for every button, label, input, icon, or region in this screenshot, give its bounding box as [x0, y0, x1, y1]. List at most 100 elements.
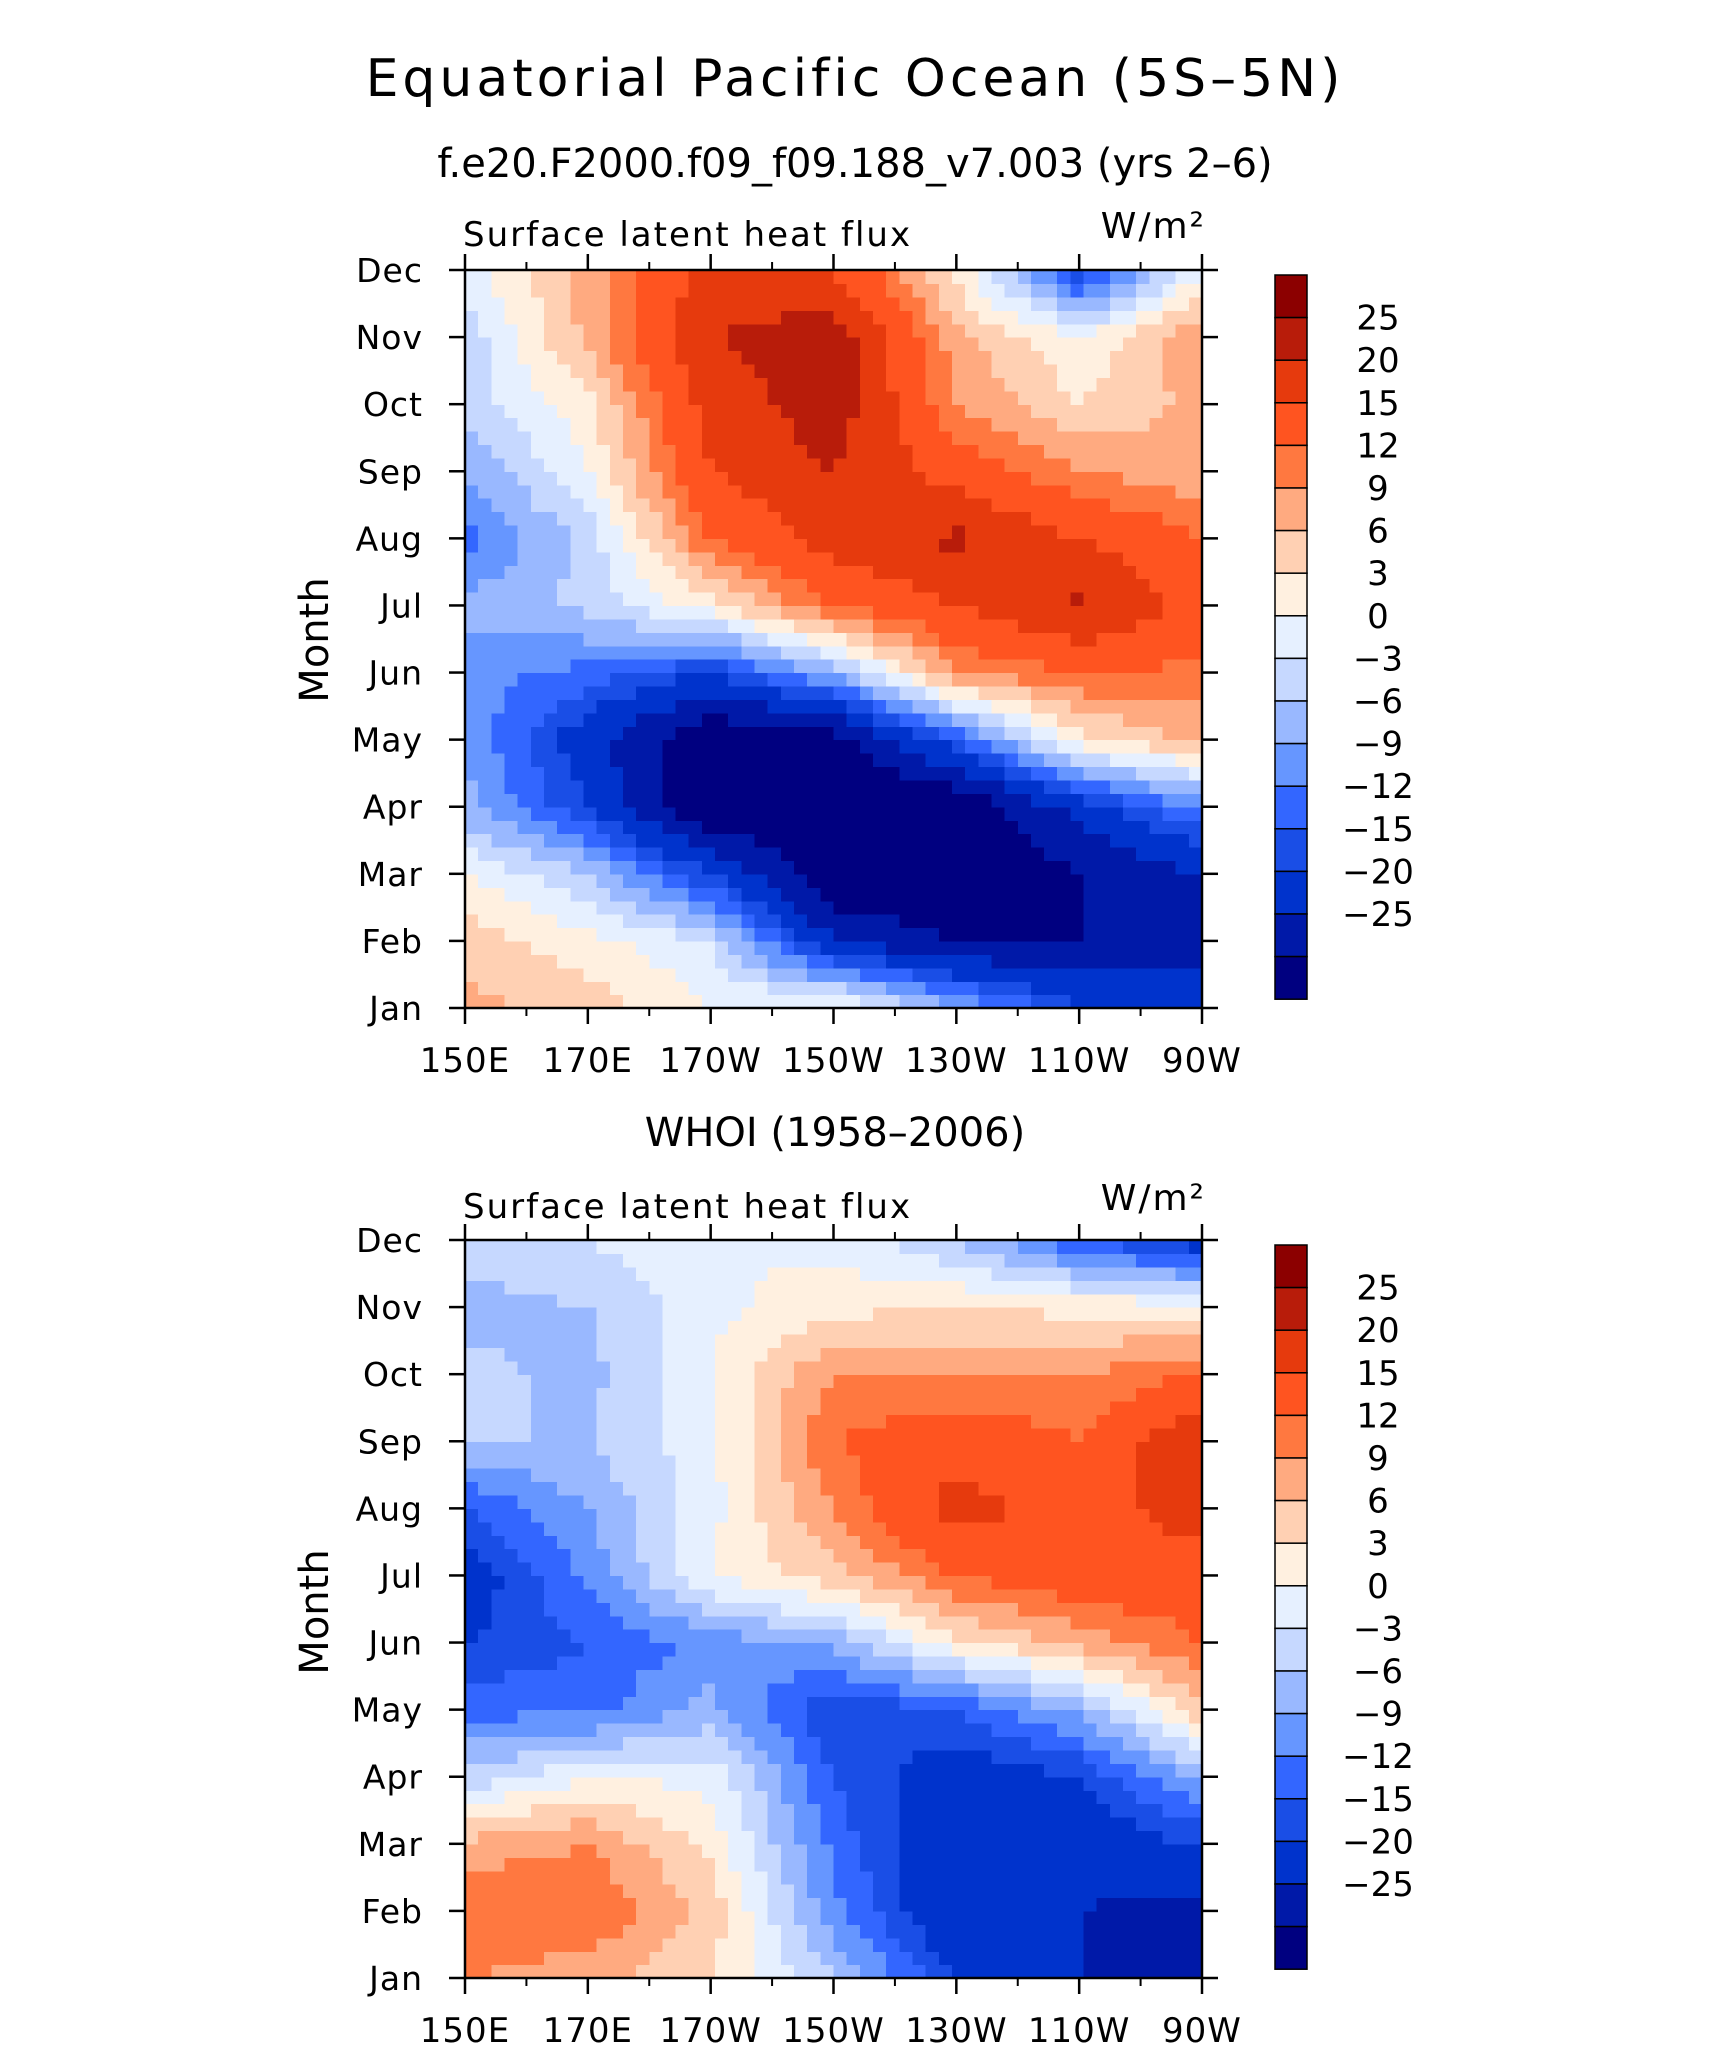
heatmap-cell	[794, 605, 808, 620]
heatmap-cell	[649, 471, 664, 486]
heatmap-cell	[1096, 766, 1111, 781]
heatmap-cell	[465, 820, 479, 835]
heatmap-cell	[794, 1937, 808, 1952]
heatmap-cell	[478, 1830, 492, 1845]
heatmap-cell	[807, 632, 821, 647]
heatmap-cell	[517, 793, 532, 808]
heatmap-cell	[715, 1696, 729, 1711]
heatmap-cell	[846, 283, 861, 298]
heatmap-cell	[833, 685, 848, 700]
heatmap-cell	[1188, 431, 1203, 446]
heatmap-cell	[1149, 793, 1164, 808]
heatmap-cell	[1096, 1790, 1111, 1805]
heatmap-cell	[609, 645, 624, 660]
heatmap-cell	[688, 1803, 703, 1818]
heatmap-cell	[1175, 1696, 1190, 1711]
heatmap-cell	[662, 712, 677, 727]
heatmap-cell	[938, 672, 953, 687]
heatmap-cell	[517, 846, 532, 861]
heatmap-cell	[1044, 1548, 1058, 1563]
heatmap-cell	[951, 377, 966, 392]
heatmap-cell	[701, 940, 716, 955]
heatmap-cell	[754, 390, 769, 405]
heatmap-cell	[872, 565, 887, 580]
heatmap-cell	[754, 498, 769, 513]
heatmap-cell	[1123, 1857, 1137, 1872]
heatmap-cell	[504, 967, 519, 982]
heatmap-cell	[1083, 1548, 1098, 1563]
heatmap-cell	[1109, 1588, 1124, 1603]
heatmap-cell	[491, 873, 506, 888]
heatmap-cell	[1004, 618, 1019, 633]
heatmap-cell	[543, 793, 558, 808]
heatmap-cell	[1083, 806, 1098, 821]
heatmap-cell	[701, 766, 716, 781]
heatmap-cell	[1070, 685, 1085, 700]
heatmap-cell	[491, 1548, 506, 1563]
heatmap-cell	[1162, 524, 1177, 539]
heatmap-cell	[1123, 1602, 1137, 1617]
heatmap-cell	[1044, 820, 1058, 835]
heatmap-cell	[1096, 1937, 1111, 1952]
heatmap-cell	[938, 914, 953, 929]
heatmap-cell	[859, 270, 874, 285]
heatmap-cell	[925, 1615, 940, 1630]
heatmap-cell	[754, 1910, 769, 1925]
heatmap-cell	[622, 672, 637, 687]
heatmap-cell	[872, 551, 887, 566]
heatmap-cell	[1109, 1749, 1124, 1764]
heatmap-cell	[701, 390, 716, 405]
heatmap-cell	[583, 1763, 598, 1778]
heatmap-cell	[938, 1790, 953, 1805]
heatmap-cell	[517, 940, 532, 955]
heatmap-cell	[1162, 1803, 1177, 1818]
heatmap-cell	[951, 726, 966, 741]
heatmap-cell	[807, 1655, 821, 1670]
heatmap-cell	[794, 270, 808, 285]
heatmap-cell	[1070, 471, 1085, 486]
heatmap-cell	[543, 927, 558, 942]
heatmap-cell	[1136, 967, 1150, 982]
heatmap-cell	[1044, 498, 1058, 513]
heatmap-cell	[1149, 1816, 1164, 1831]
heatmap-cell	[1070, 779, 1085, 794]
heatmap-cell	[504, 900, 519, 915]
heatmap-cell	[780, 471, 795, 486]
heatmap-cell	[846, 551, 861, 566]
heatmap-cell	[846, 820, 861, 835]
heatmap-cell	[636, 726, 650, 741]
heatmap-cell	[767, 592, 782, 607]
heatmap-cell	[570, 1964, 585, 1979]
heatmap-cell	[833, 350, 848, 365]
heatmap-cell	[662, 417, 677, 432]
heatmap-cell	[465, 1870, 479, 1885]
heatmap-cell	[1030, 887, 1045, 902]
heatmap-cell	[543, 873, 558, 888]
heatmap-cell	[596, 457, 611, 472]
heatmap-cell	[754, 900, 769, 915]
heatmap-cell	[1188, 444, 1203, 459]
heatmap-cell	[517, 1910, 532, 1925]
heatmap-cell	[728, 887, 742, 902]
heatmap-cell	[1162, 511, 1177, 526]
heatmap-cell	[1083, 981, 1098, 996]
heatmap-cell	[1070, 484, 1085, 499]
heatmap-cell	[1149, 672, 1164, 687]
heatmap-cell	[517, 659, 532, 674]
heatmap-cell	[1109, 498, 1124, 513]
heatmap-cell	[596, 1602, 611, 1617]
heatmap-cell	[701, 645, 716, 660]
heatmap-cell	[951, 659, 966, 674]
heatmap-cell	[701, 524, 716, 539]
heatmap-cell	[715, 457, 729, 472]
heatmap-cell	[925, 873, 940, 888]
heatmap-cell	[465, 605, 479, 620]
heatmap-cell	[675, 1696, 690, 1711]
heatmap-cell	[1004, 1629, 1019, 1644]
heatmap-cell	[504, 914, 519, 929]
heatmap-cell	[675, 511, 690, 526]
heatmap-cell	[951, 820, 966, 835]
heatmap-cell	[504, 524, 519, 539]
heatmap-cell	[1188, 417, 1203, 432]
heatmap-cell	[1149, 1857, 1164, 1872]
